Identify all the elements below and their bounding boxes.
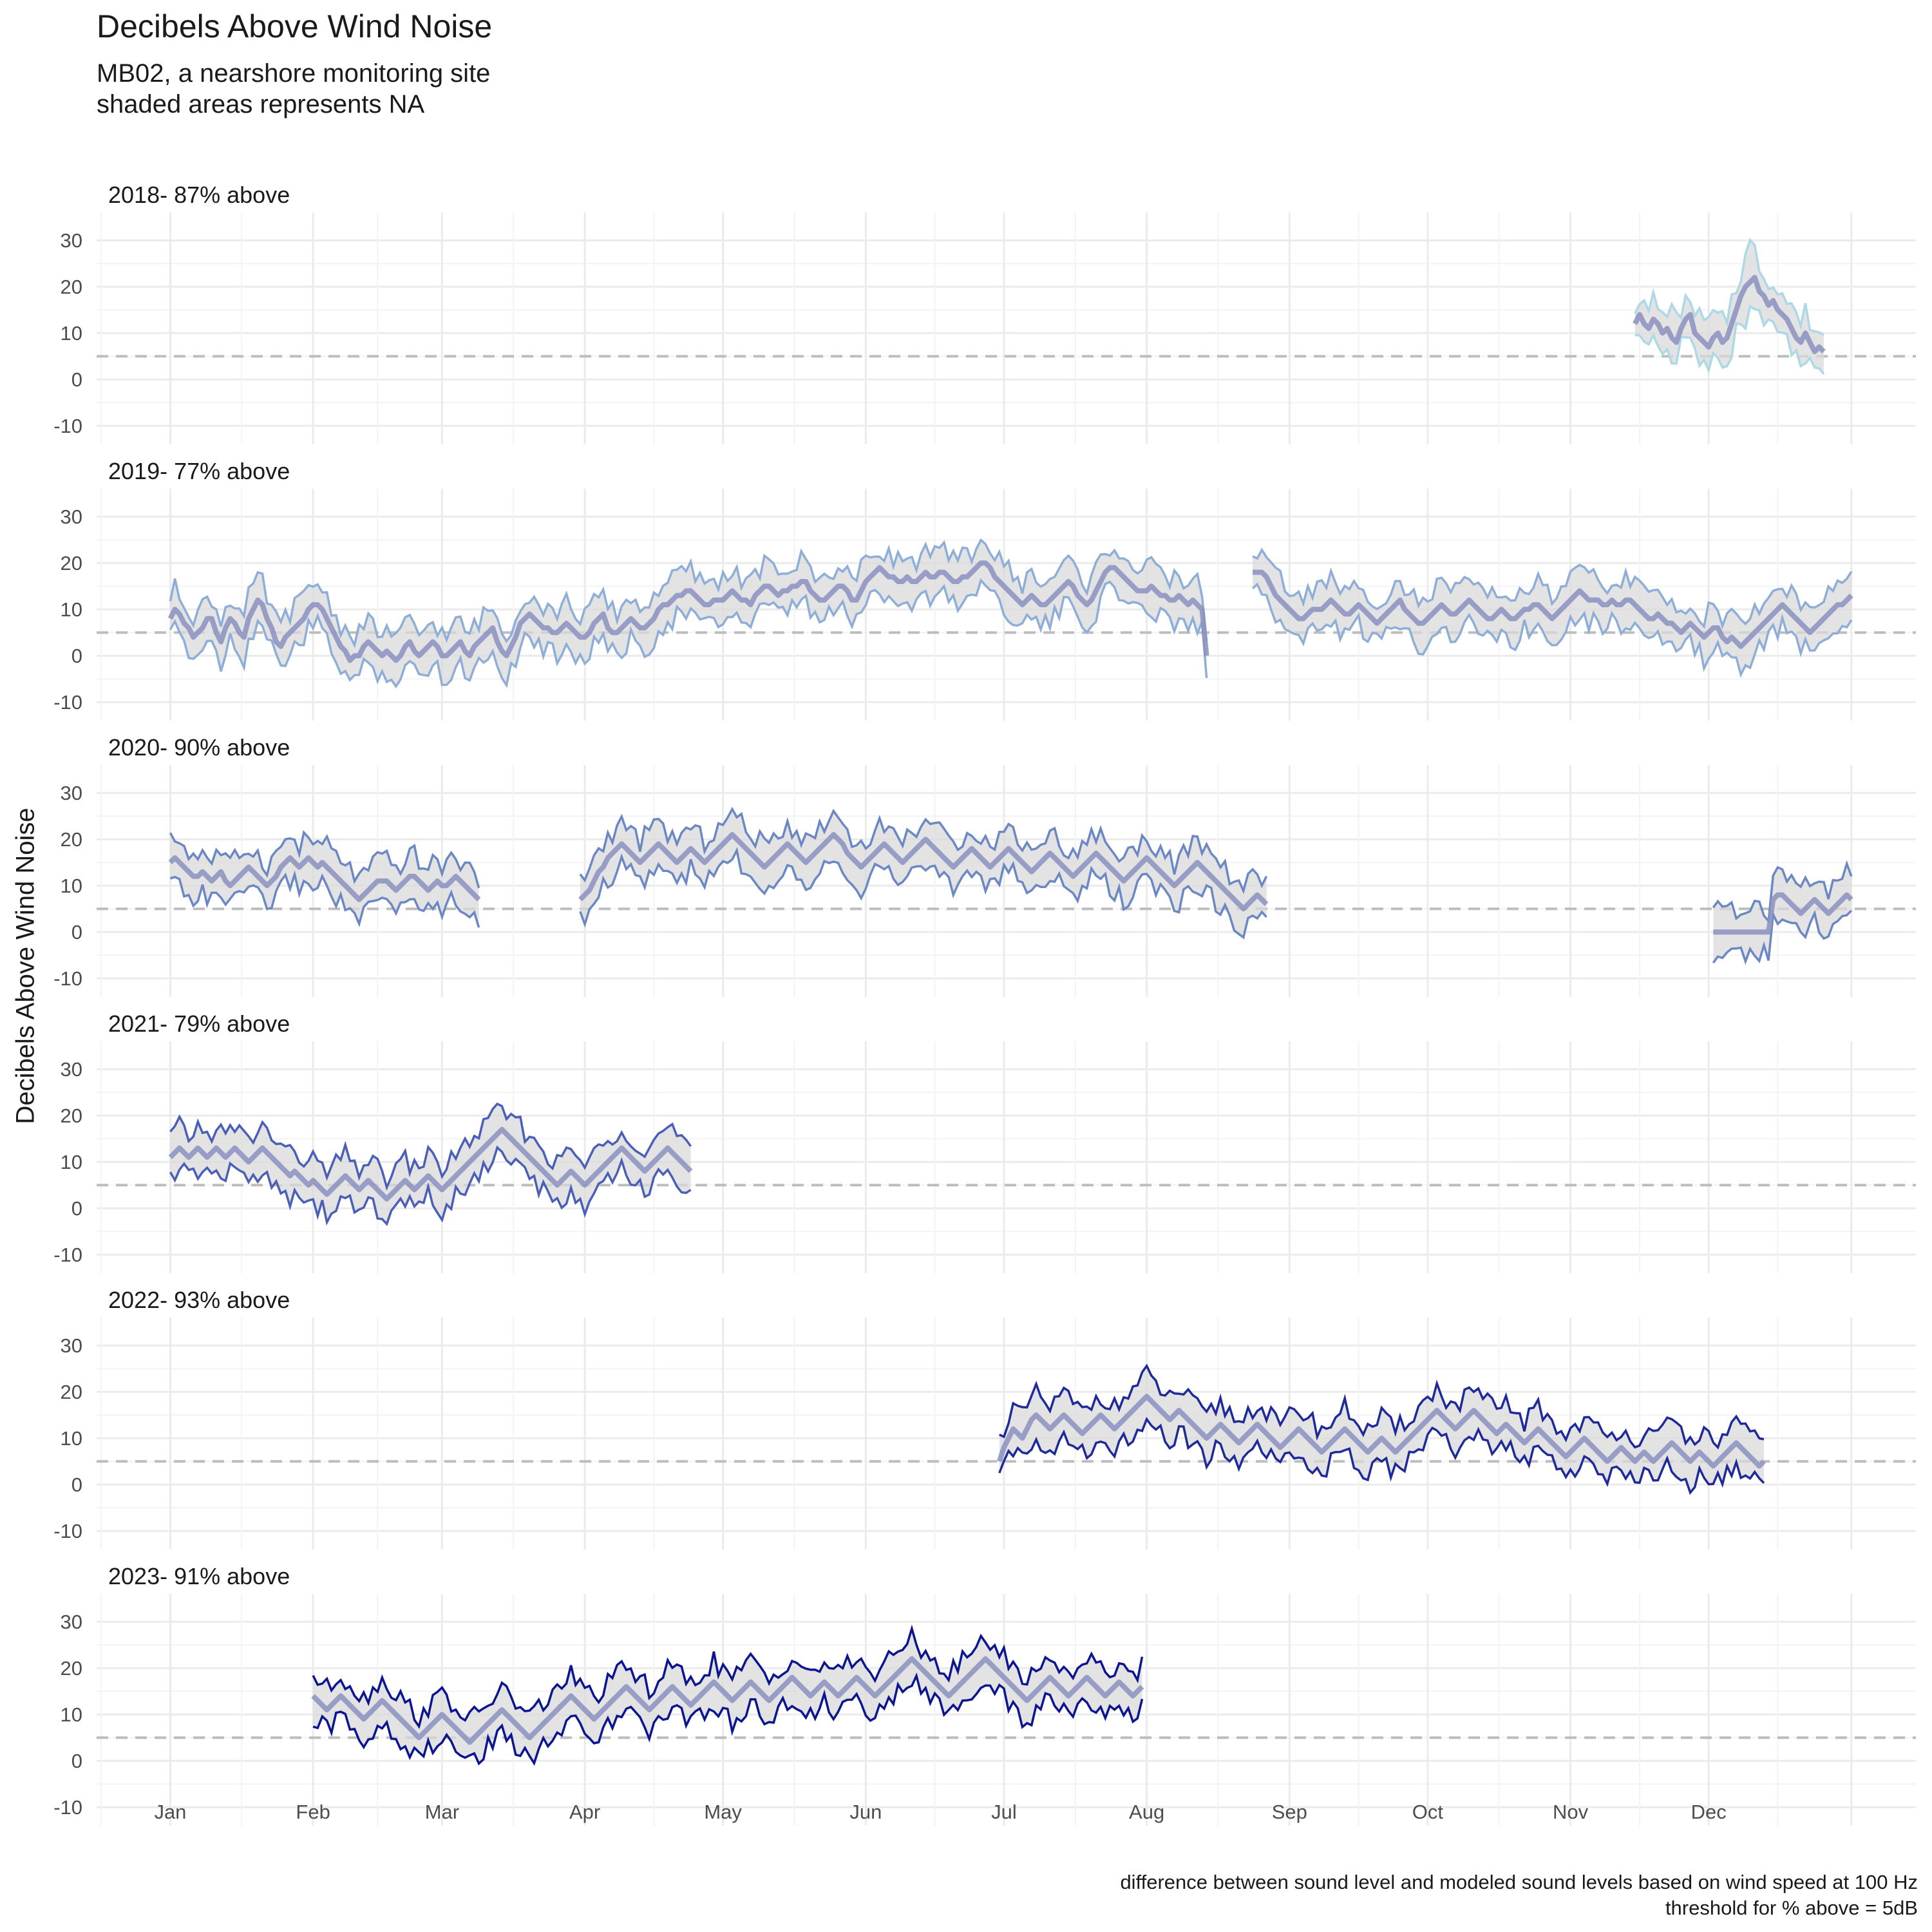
y-tick-label: -10	[53, 967, 82, 990]
y-tick-label: 10	[61, 1703, 82, 1726]
min-line	[1251, 582, 1853, 678]
min-line	[312, 1672, 1144, 1766]
y-tick-label: 20	[61, 552, 82, 574]
y-tick-label: -10	[53, 1520, 82, 1542]
mean-line	[1633, 274, 1826, 354]
y-tick-label: 30	[61, 229, 82, 252]
y-tick-label: 20	[61, 1381, 82, 1403]
y-tick-label: 20	[61, 1104, 82, 1127]
y-tick-label: 30	[61, 506, 82, 528]
range-band	[1253, 549, 1852, 675]
max-line	[1634, 238, 1824, 336]
max-line	[1252, 547, 1853, 630]
mean-line	[1713, 892, 1853, 935]
y-tick-label: 30	[61, 1334, 82, 1357]
y-tick-label: 10	[61, 1151, 82, 1173]
max-line	[169, 1102, 692, 1191]
y-tick-label: 10	[61, 875, 82, 897]
caption-line2: threshold for % above = 5dB	[1665, 1897, 1918, 1919]
panel-label: 2018- 87% above	[108, 182, 290, 208]
max-line	[169, 829, 480, 889]
chart-subtitle-line2: shaded areas represents NA	[97, 90, 425, 118]
mean-line	[578, 832, 1269, 912]
y-tick-label: -10	[53, 691, 82, 714]
chart-title: Decibels Above Wind Noise	[97, 8, 493, 44]
y-tick-label: 30	[61, 782, 82, 804]
y-tick-label: 0	[71, 1750, 82, 1772]
x-tick-label: Jul	[991, 1801, 1017, 1823]
panel-label: 2021- 79% above	[108, 1010, 290, 1037]
y-tick-label: 20	[61, 828, 82, 851]
y-tick-label: 0	[71, 1197, 82, 1220]
x-tick-label: May	[704, 1801, 742, 1823]
x-tick-label: Mar	[425, 1801, 459, 1823]
range-band	[999, 1365, 1764, 1493]
y-tick-label: 0	[71, 1473, 82, 1496]
range-band	[170, 1104, 691, 1224]
y-tick-label: 20	[61, 276, 82, 298]
x-tick-label: Jan	[154, 1801, 186, 1823]
panel-label: 2022- 93% above	[108, 1287, 290, 1313]
mean-line	[168, 855, 481, 902]
panel-label: 2019- 77% above	[108, 458, 290, 484]
y-tick-label: 10	[61, 1427, 82, 1450]
y-tick-label: 30	[61, 1058, 82, 1081]
mean-line	[168, 1126, 693, 1202]
y-tick-label: 0	[71, 921, 82, 943]
min-line	[1712, 909, 1853, 965]
x-tick-label: Aug	[1129, 1801, 1164, 1823]
y-tick-label: 0	[71, 368, 82, 391]
panel-label: 2020- 90% above	[108, 734, 290, 761]
mean-line	[311, 1656, 1144, 1745]
y-tick-label: 30	[61, 1611, 82, 1633]
chart-subtitle-line1: MB02, a nearshore monitoring site	[97, 59, 491, 88]
y-tick-label: 20	[61, 1657, 82, 1680]
min-line	[169, 870, 480, 928]
mean-line	[1253, 569, 1853, 649]
min-line	[1634, 304, 1825, 375]
min-line	[579, 847, 1267, 940]
y-tick-label: -10	[53, 1244, 82, 1266]
y-tick-label: -10	[53, 415, 82, 437]
caption-line1: difference between sound level and model…	[1120, 1871, 1918, 1893]
range-band	[1713, 864, 1852, 963]
y-tick-label: 10	[61, 598, 82, 621]
min-line	[998, 1416, 1765, 1495]
max-line	[1712, 860, 1853, 924]
x-tick-label: Feb	[296, 1801, 330, 1823]
y-tick-label: 0	[71, 645, 82, 667]
y-tick-label: -10	[53, 1796, 82, 1819]
panel-label: 2023- 91% above	[108, 1563, 290, 1589]
mean-line	[997, 1394, 1766, 1469]
max-line	[312, 1624, 1144, 1729]
x-tick-label: Apr	[569, 1801, 600, 1823]
max-line	[169, 538, 1208, 649]
x-tick-label: Nov	[1553, 1801, 1589, 1823]
max-line	[999, 1363, 1765, 1450]
min-line	[169, 578, 1208, 689]
max-line	[579, 806, 1268, 895]
y-tick-label: 10	[61, 322, 82, 345]
x-tick-label: Sep	[1272, 1801, 1307, 1823]
min-line	[169, 1145, 692, 1226]
mean-line	[167, 560, 1209, 663]
x-tick-label: Jun	[849, 1801, 882, 1823]
x-tick-label: Oct	[1412, 1801, 1444, 1823]
x-tick-label: Dec	[1691, 1801, 1727, 1823]
